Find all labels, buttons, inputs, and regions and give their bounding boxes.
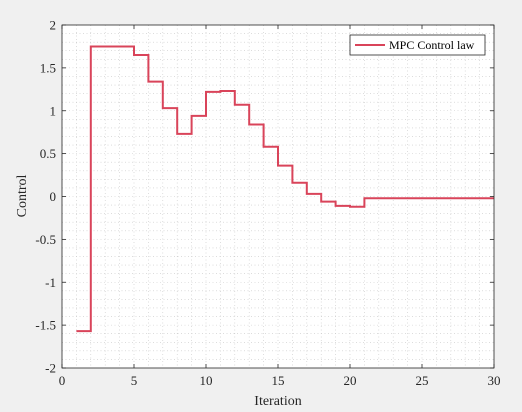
y-tick-labels: -2 -1.5 -1 -0.5 0 0.5 1 1.5 2 (35, 18, 56, 376)
x-axis-label: Iteration (254, 394, 301, 409)
x-tick-label: 0 (59, 373, 66, 388)
legend-box (349, 34, 486, 56)
y-tick-label: 0 (50, 189, 57, 204)
grid (62, 25, 494, 368)
x-tick-label: 15 (272, 373, 285, 388)
y-tick-label: 1.5 (40, 60, 56, 75)
x-tick-labels: 0 5 10 15 20 25 30 (59, 373, 501, 388)
x-tick-label: 25 (416, 373, 429, 388)
legend: MPC Control law (349, 34, 486, 56)
y-tick-label: 2 (50, 18, 57, 33)
legend-label: MPC Control law (389, 38, 475, 52)
y-axis-label: Control (15, 175, 30, 218)
series-line-0 (76, 45, 494, 333)
x-tick-label: 10 (200, 373, 213, 388)
x-tick-label: 30 (488, 373, 501, 388)
series-layer (76, 45, 494, 333)
y-tick-label: 1 (50, 103, 57, 118)
y-tick-label: -1 (45, 275, 56, 290)
ticks (61, 24, 495, 369)
y-tick-label: 0.5 (40, 146, 56, 161)
y-tick-label: -1.5 (35, 318, 56, 333)
y-tick-label: -0.5 (35, 232, 56, 247)
y-tick-label: -2 (45, 361, 56, 376)
x-tick-label: 5 (131, 373, 138, 388)
x-tick-label: 20 (344, 373, 357, 388)
